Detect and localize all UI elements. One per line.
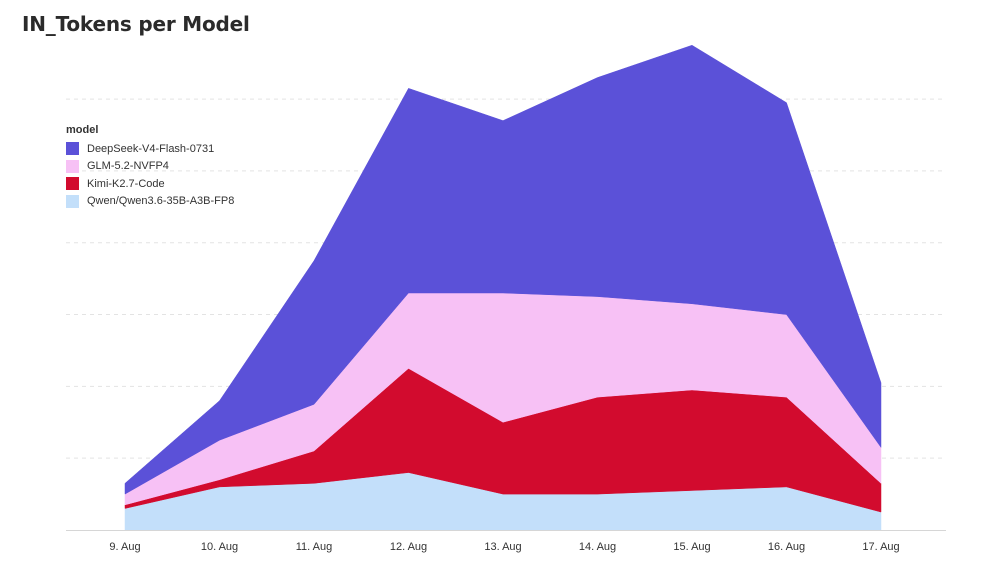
x-tick-label: 10. Aug <box>201 541 238 553</box>
legend-swatch <box>66 194 79 208</box>
legend-item[interactable]: Qwen/Qwen3.6-35B-A3B-FP8 <box>66 193 234 211</box>
legend: model DeepSeek-V4-Flash-0731 GLM-5.2-NVFP… <box>66 124 234 210</box>
legend-label: GLM-5.2-NVFP4 <box>87 160 169 173</box>
legend-swatch <box>66 159 79 173</box>
chart-title: IN_Tokens per Model <box>22 12 250 36</box>
legend-item[interactable]: Kimi-K2.7-Code <box>66 175 234 193</box>
x-tick-label: 13. Aug <box>484 541 521 553</box>
x-tick-label: 15. Aug <box>673 541 710 553</box>
x-tick-label: 11. Aug <box>296 541 333 553</box>
x-tick-label: 9. Aug <box>109 541 140 553</box>
legend-swatch <box>66 177 79 191</box>
legend-item[interactable]: GLM-5.2-NVFP4 <box>66 158 234 176</box>
legend-title: model <box>66 124 99 136</box>
legend-label: Kimi-K2.7-Code <box>87 177 165 190</box>
x-tick-label: 17. Aug <box>862 541 899 553</box>
legend-items: DeepSeek-V4-Flash-0731 GLM-5.2-NVFP4 Kimi-… <box>66 140 234 210</box>
legend-label: Qwen/Qwen3.6-35B-A3B-FP8 <box>87 195 235 208</box>
legend-item[interactable]: DeepSeek-V4-Flash-0731 <box>66 140 234 158</box>
x-tick-label: 14. Aug <box>579 541 616 553</box>
x-tick-label: 12. Aug <box>390 541 427 553</box>
legend-swatch <box>66 142 79 156</box>
legend-label: DeepSeek-V4-Flash-0731 <box>87 142 215 155</box>
series-area-3[interactable] <box>124 44 882 495</box>
x-tick-label: 16. Aug <box>768 541 805 553</box>
